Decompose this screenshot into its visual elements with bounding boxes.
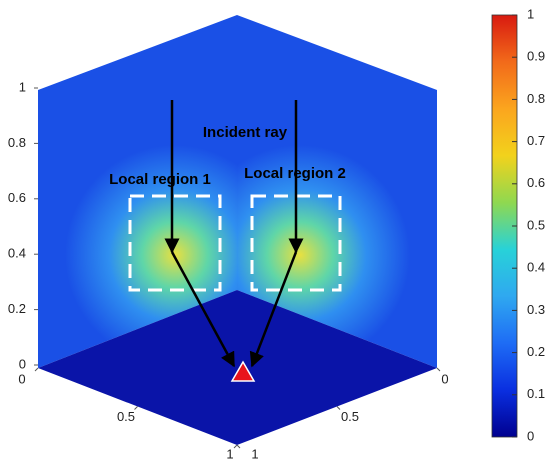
y-tick-label: 1	[251, 446, 258, 461]
colorbar-tick-label: 0.3	[527, 302, 545, 317]
colorbar-tick-label: 0.8	[527, 91, 545, 106]
colorbar-tick-label: 0.5	[527, 217, 545, 232]
colorbar-tick-label: 0.7	[527, 133, 545, 148]
colorbar-tick-label: 1	[527, 6, 534, 21]
z-tick-label: 0	[19, 356, 26, 371]
z-tick-label: 0.6	[8, 190, 26, 205]
annotation: Incident ray	[203, 124, 288, 141]
region-box	[128, 194, 222, 292]
ray	[249, 251, 298, 368]
x-tick-label: 0.5	[117, 409, 135, 424]
x-tick-label: 1	[226, 446, 233, 461]
y-tick	[236, 444, 241, 449]
colorbar-tick-label: 0	[527, 428, 534, 443]
y-tick	[336, 406, 341, 410]
colorbar-tick-label: 0.4	[527, 260, 545, 275]
colorbar-tick-label: 0.1	[527, 386, 545, 401]
x-tick	[34, 367, 39, 372]
colorbar-tick-label: 0.6	[527, 175, 545, 190]
right-wall	[237, 15, 437, 368]
y-tick	[436, 367, 441, 372]
y-tick-label: 0	[441, 371, 448, 386]
x-tick	[134, 406, 138, 410]
x-tick-label: 0	[18, 371, 25, 386]
x-tick	[233, 444, 238, 449]
colorbar-tick-label: 0.9	[527, 49, 545, 64]
y-tick-label: 0.5	[341, 409, 359, 424]
z-tick-label: 0.2	[8, 301, 26, 316]
annotation: Local region 2	[244, 165, 346, 182]
colorbar-tick-label: 0.2	[527, 344, 545, 359]
receiver-marker	[230, 360, 256, 382]
z-tick-label: 0.4	[8, 246, 26, 261]
annotation: Local region 1	[109, 171, 211, 188]
z-tick-label: 1	[19, 79, 26, 94]
z-tick-label: 0.8	[8, 135, 26, 150]
ray	[170, 251, 236, 368]
